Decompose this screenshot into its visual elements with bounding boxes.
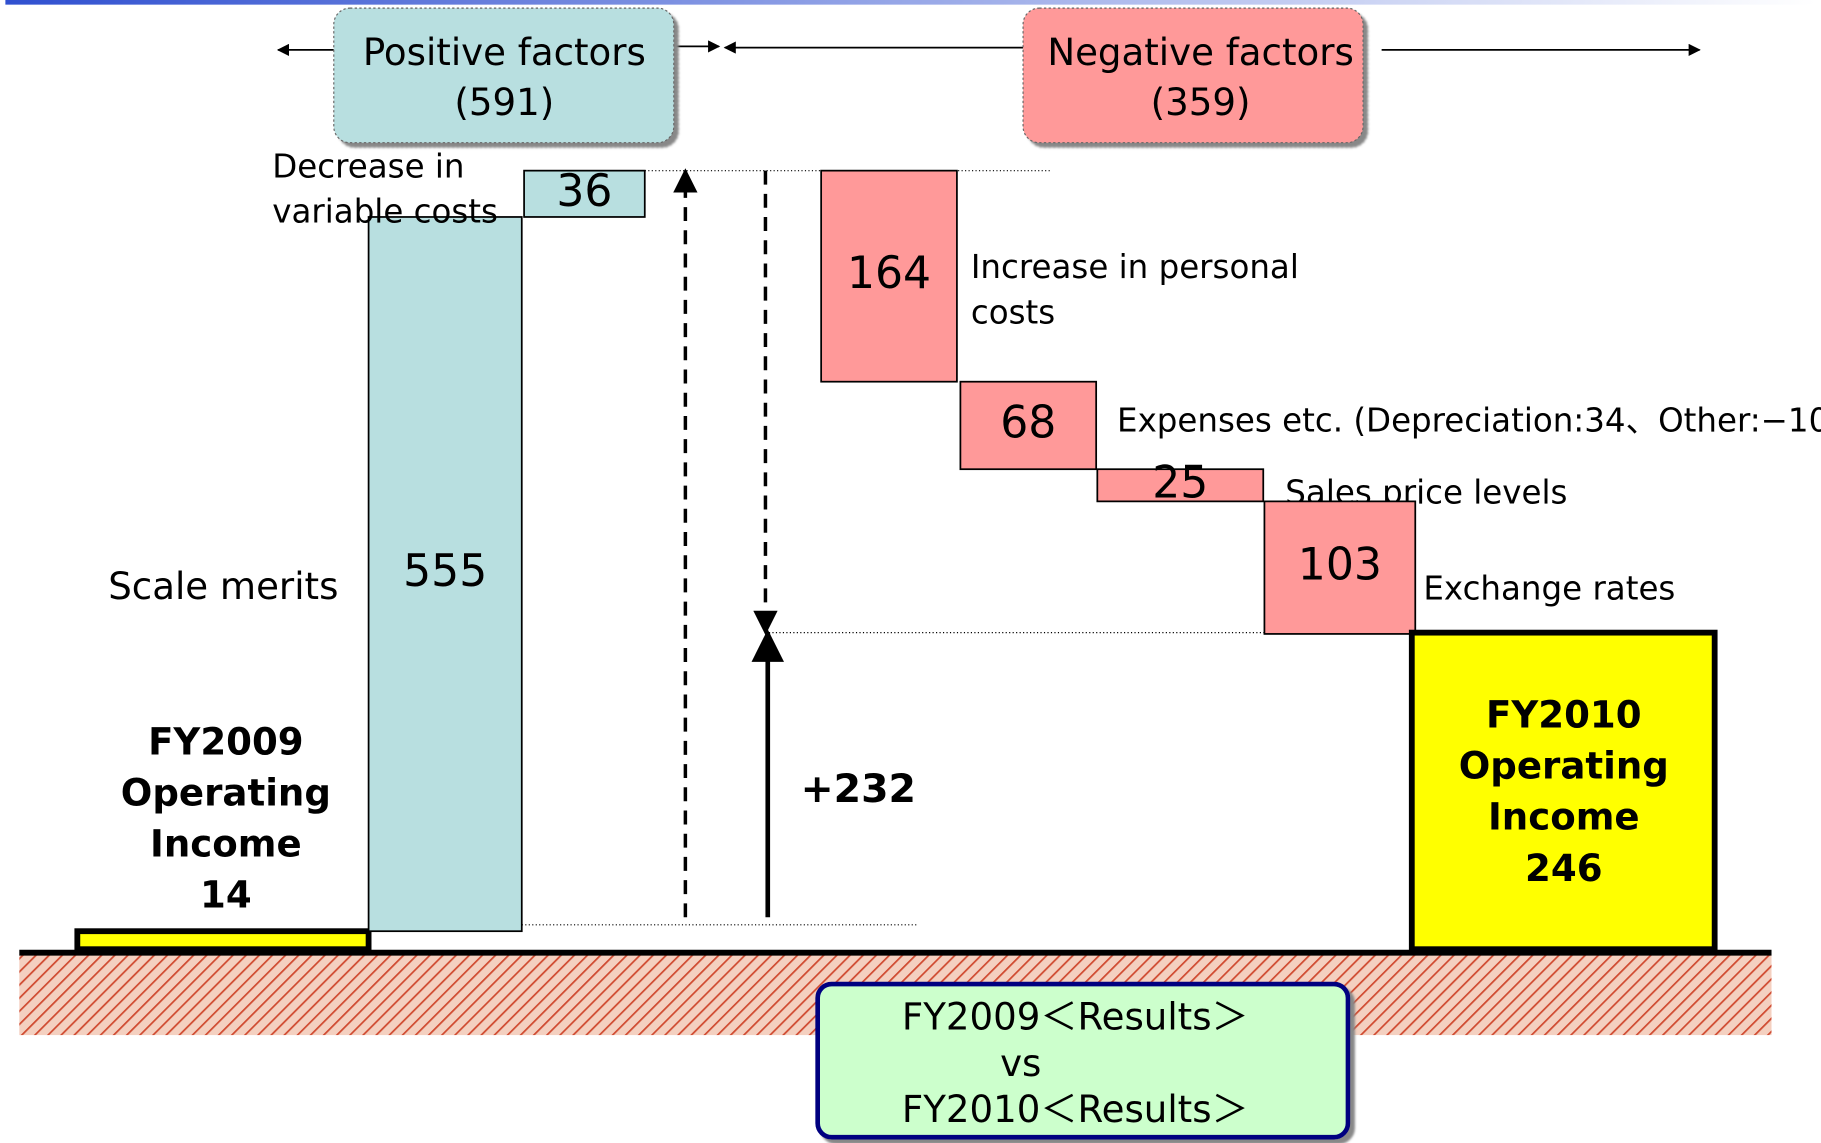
label: variable costs [272,193,498,231]
footer-text: FY2010＜Results＞ [902,1088,1249,1131]
label: Increase in personal [971,248,1299,286]
group-title: Negative factors [1047,31,1354,74]
label: Operating [1459,745,1669,788]
value-label: 36 [556,166,612,217]
bar [523,169,646,218]
footer-text: vs [1000,1042,1041,1085]
bar [1263,500,1417,635]
group-total: (359) [1151,81,1251,124]
label: Expenses etc. (Depreciation:34、Other:−10… [1117,401,1821,439]
label: Scale merits [108,565,338,608]
label: Exchange rates [1423,570,1675,608]
footer-text: FY2009＜Results＞ [902,995,1249,1038]
group-box [1022,7,1364,144]
label: costs [971,293,1055,331]
change-label: +232 [801,766,916,812]
label: Decrease in [272,147,464,185]
group-title: Positive factors [363,31,646,74]
footer-box [815,981,1351,1140]
top-bar [5,0,1816,5]
bar [367,216,523,933]
bar [1096,468,1265,503]
label: FY2009 [148,720,304,763]
label: FY2010 [1486,694,1642,737]
label: Income [150,822,302,865]
value-label: 555 [403,546,487,597]
bar [959,380,1098,471]
label: Operating [121,771,331,814]
label: Income [1488,796,1640,839]
start-bar [74,928,372,953]
value-label: 103 [1298,540,1382,591]
bar [820,169,958,383]
end-value: 246 [1525,847,1603,890]
value-label: 68 [1000,397,1056,448]
start-value: 14 [200,873,252,916]
value-label: 164 [847,248,931,299]
group-box [333,7,675,144]
value-label: 25 [1152,457,1208,508]
group-total: (591) [454,81,554,124]
end-bar [1408,629,1718,953]
